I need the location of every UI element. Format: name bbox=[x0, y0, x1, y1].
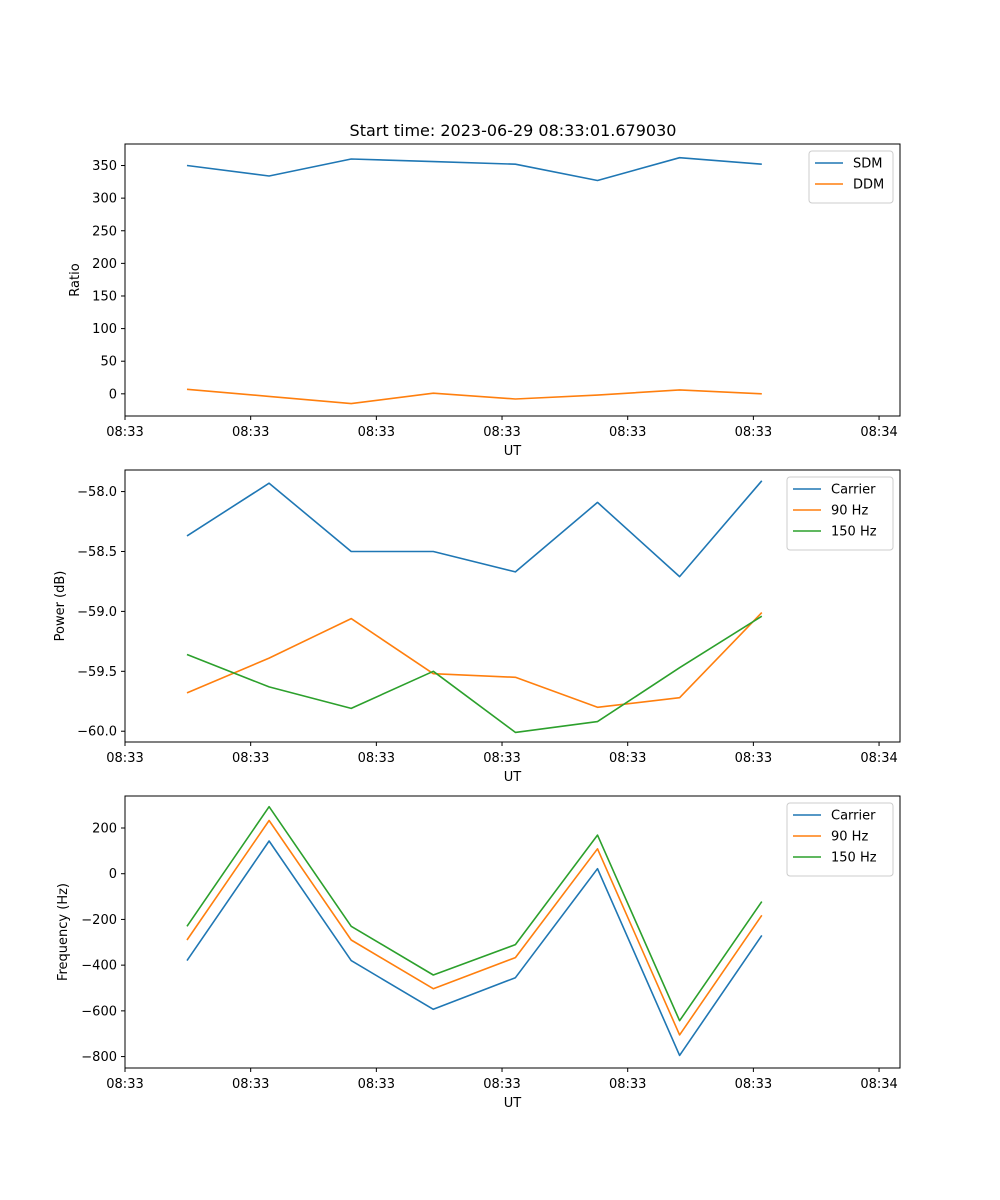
panel-2-x-tick-label: 08:33 bbox=[106, 751, 143, 766]
panel-2-legend-label: Carrier bbox=[831, 483, 876, 498]
panel-3-y-tick-label: −200 bbox=[81, 913, 117, 928]
panel-1-y-tick-label: 200 bbox=[92, 257, 117, 272]
panel-3-y-axis-label: Frequency (Hz) bbox=[56, 883, 71, 981]
panel-1-x-axis-label: UT bbox=[504, 444, 522, 459]
panel-1-group: 08:33 08:33 08:33 08:33 08:33 08:33 08:34 0 50 10… bbox=[68, 143, 901, 459]
panel-1-x-tick-label: 08:33 bbox=[106, 425, 143, 440]
panel-3-x-tick-label: 08:33 bbox=[735, 1077, 772, 1092]
panel-3-axes-frame bbox=[124, 795, 901, 1069]
panel-3-legend-label: Carrier bbox=[831, 809, 876, 824]
panel-2-axes-frame bbox=[124, 469, 901, 743]
panel-3-x-tick-label: 08:34 bbox=[860, 1077, 897, 1092]
panel-3-x-tick-label: 08:33 bbox=[232, 1077, 269, 1092]
panels-group: 08:33 08:33 08:33 08:33 08:33 08:33 08:34 0 50 10… bbox=[53, 143, 901, 1111]
panel-3-legend-label: 90 Hz bbox=[831, 830, 868, 845]
panel-1-y-axis-label: Ratio bbox=[68, 263, 83, 296]
panel-3-legend-label: 150 Hz bbox=[831, 851, 877, 866]
panel-1-x-tick-label: 08:34 bbox=[860, 425, 897, 440]
panel-3-series-line-2 bbox=[186, 805, 763, 1022]
panel-3-x-axis-label: UT bbox=[504, 1096, 522, 1111]
figure-title: Start time: 2023-06-29 08:33:01.679030 bbox=[350, 121, 677, 140]
panel-1-legend-box bbox=[808, 150, 894, 204]
panel-1-y-tick-label: 0 bbox=[109, 387, 117, 402]
panel-3-group: 08:33 08:33 08:33 08:33 08:33 08:33 08:34 −800 −… bbox=[56, 795, 901, 1111]
panel-1-series-line-1 bbox=[186, 388, 762, 405]
panel-1-legend-label: SDM bbox=[853, 157, 882, 172]
panel-2-legend-label: 90 Hz bbox=[831, 504, 868, 519]
panel-2-x-tick-label: 08:33 bbox=[483, 751, 520, 766]
panel-1-y-tick-label: 100 bbox=[92, 322, 117, 337]
panel-1-y-tick-label: 350 bbox=[92, 159, 117, 174]
panel-3-y-tick-label: −800 bbox=[81, 1050, 117, 1065]
panel-3-x-tick-label: 08:33 bbox=[358, 1077, 395, 1092]
panel-2-y-tick-label: −60.0 bbox=[77, 725, 117, 740]
panel-1-x-tick-label: 08:33 bbox=[735, 425, 772, 440]
panel-1-x-tick-label: 08:33 bbox=[609, 425, 646, 440]
panel-2-y-tick-label: −59.0 bbox=[77, 605, 117, 620]
panel-2-x-tick-label: 08:33 bbox=[609, 751, 646, 766]
panel-2-x-tick-label: 08:33 bbox=[232, 751, 269, 766]
panel-1-legend-label: DDM bbox=[853, 178, 884, 193]
panel-1-x-tick-label: 08:33 bbox=[358, 425, 395, 440]
panel-2-y-tick-label: −58.0 bbox=[77, 485, 117, 500]
panel-3-x-tick-label: 08:33 bbox=[483, 1077, 520, 1092]
panel-3-y-tick-label: −600 bbox=[81, 1004, 117, 1019]
panel-3-series-line-0 bbox=[186, 840, 763, 1057]
panel-2-legend-label: 150 Hz bbox=[831, 525, 877, 540]
panel-2-x-tick-label: 08:33 bbox=[358, 751, 395, 766]
panel-2-x-axis-label: UT bbox=[504, 770, 522, 785]
panel-3-y-tick-label: −400 bbox=[81, 959, 117, 974]
panel-3-series-line-1 bbox=[186, 819, 763, 1036]
panel-1-axes-frame bbox=[124, 143, 901, 417]
panel-1-y-tick-label: 50 bbox=[100, 355, 117, 370]
panel-1-y-tick-label: 300 bbox=[92, 192, 117, 207]
panel-2-series-line-2 bbox=[186, 615, 763, 734]
panel-3-x-tick-label: 08:33 bbox=[106, 1077, 143, 1092]
panel-1-y-tick-label: 250 bbox=[92, 224, 117, 239]
panel-1-series-line-0 bbox=[186, 156, 762, 182]
panel-2-group: 08:33 08:33 08:33 08:33 08:33 08:33 08:34 −60.0… bbox=[53, 469, 901, 785]
panel-3-y-tick-label: 200 bbox=[92, 822, 117, 837]
panel-2-series-line-0 bbox=[186, 480, 763, 578]
panel-2-y-tick-label: −58.5 bbox=[77, 545, 117, 560]
panel-1-x-tick-label: 08:33 bbox=[232, 425, 269, 440]
panel-2-x-tick-label: 08:34 bbox=[860, 751, 897, 766]
panel-3-x-tick-label: 08:33 bbox=[609, 1077, 646, 1092]
panel-2-series-line-1 bbox=[186, 612, 763, 709]
panel-3-y-tick-label: 0 bbox=[109, 867, 117, 882]
panel-2-x-tick-label: 08:33 bbox=[735, 751, 772, 766]
panel-1-y-tick-label: 150 bbox=[92, 289, 117, 304]
panel-1-x-tick-label: 08:33 bbox=[483, 425, 520, 440]
panel-2-y-tick-label: −59.5 bbox=[77, 665, 117, 680]
panel-2-y-axis-label: Power (dB) bbox=[53, 571, 68, 642]
